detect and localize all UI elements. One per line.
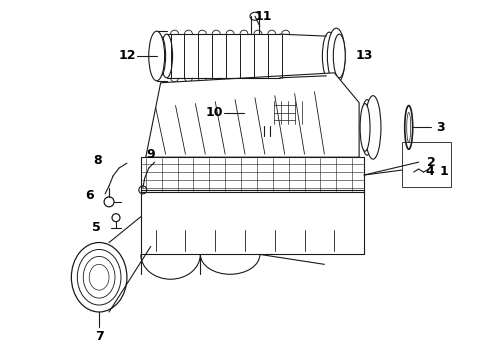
Text: 12: 12 — [118, 49, 136, 63]
Bar — [246, 99, 297, 126]
Ellipse shape — [293, 98, 307, 127]
Text: 7: 7 — [95, 330, 103, 343]
Text: 2: 2 — [427, 156, 436, 168]
Text: 11: 11 — [254, 10, 271, 23]
Text: 1: 1 — [439, 165, 448, 177]
Ellipse shape — [293, 100, 302, 125]
Ellipse shape — [156, 36, 166, 76]
Ellipse shape — [89, 264, 109, 290]
Ellipse shape — [327, 28, 345, 84]
Ellipse shape — [139, 186, 147, 194]
Ellipse shape — [77, 249, 121, 305]
Text: 6: 6 — [85, 189, 94, 202]
Ellipse shape — [360, 104, 370, 151]
Text: 4: 4 — [425, 165, 434, 177]
Text: 9: 9 — [147, 148, 155, 161]
Ellipse shape — [240, 100, 252, 125]
Text: 10: 10 — [205, 106, 223, 119]
Text: 13: 13 — [355, 49, 373, 63]
Ellipse shape — [104, 197, 114, 207]
Ellipse shape — [407, 113, 411, 142]
Text: 3: 3 — [436, 121, 445, 134]
Ellipse shape — [322, 32, 336, 80]
Text: 5: 5 — [92, 221, 100, 234]
Ellipse shape — [250, 12, 260, 20]
Ellipse shape — [333, 34, 345, 78]
Ellipse shape — [161, 34, 172, 78]
Text: 8: 8 — [93, 154, 101, 167]
Ellipse shape — [361, 100, 373, 155]
Ellipse shape — [405, 105, 413, 149]
Polygon shape — [146, 73, 359, 157]
Ellipse shape — [112, 214, 120, 222]
Ellipse shape — [365, 96, 381, 159]
Ellipse shape — [72, 243, 127, 312]
Ellipse shape — [149, 31, 165, 81]
Bar — [402, 142, 451, 187]
Ellipse shape — [263, 133, 271, 139]
Ellipse shape — [83, 256, 115, 298]
